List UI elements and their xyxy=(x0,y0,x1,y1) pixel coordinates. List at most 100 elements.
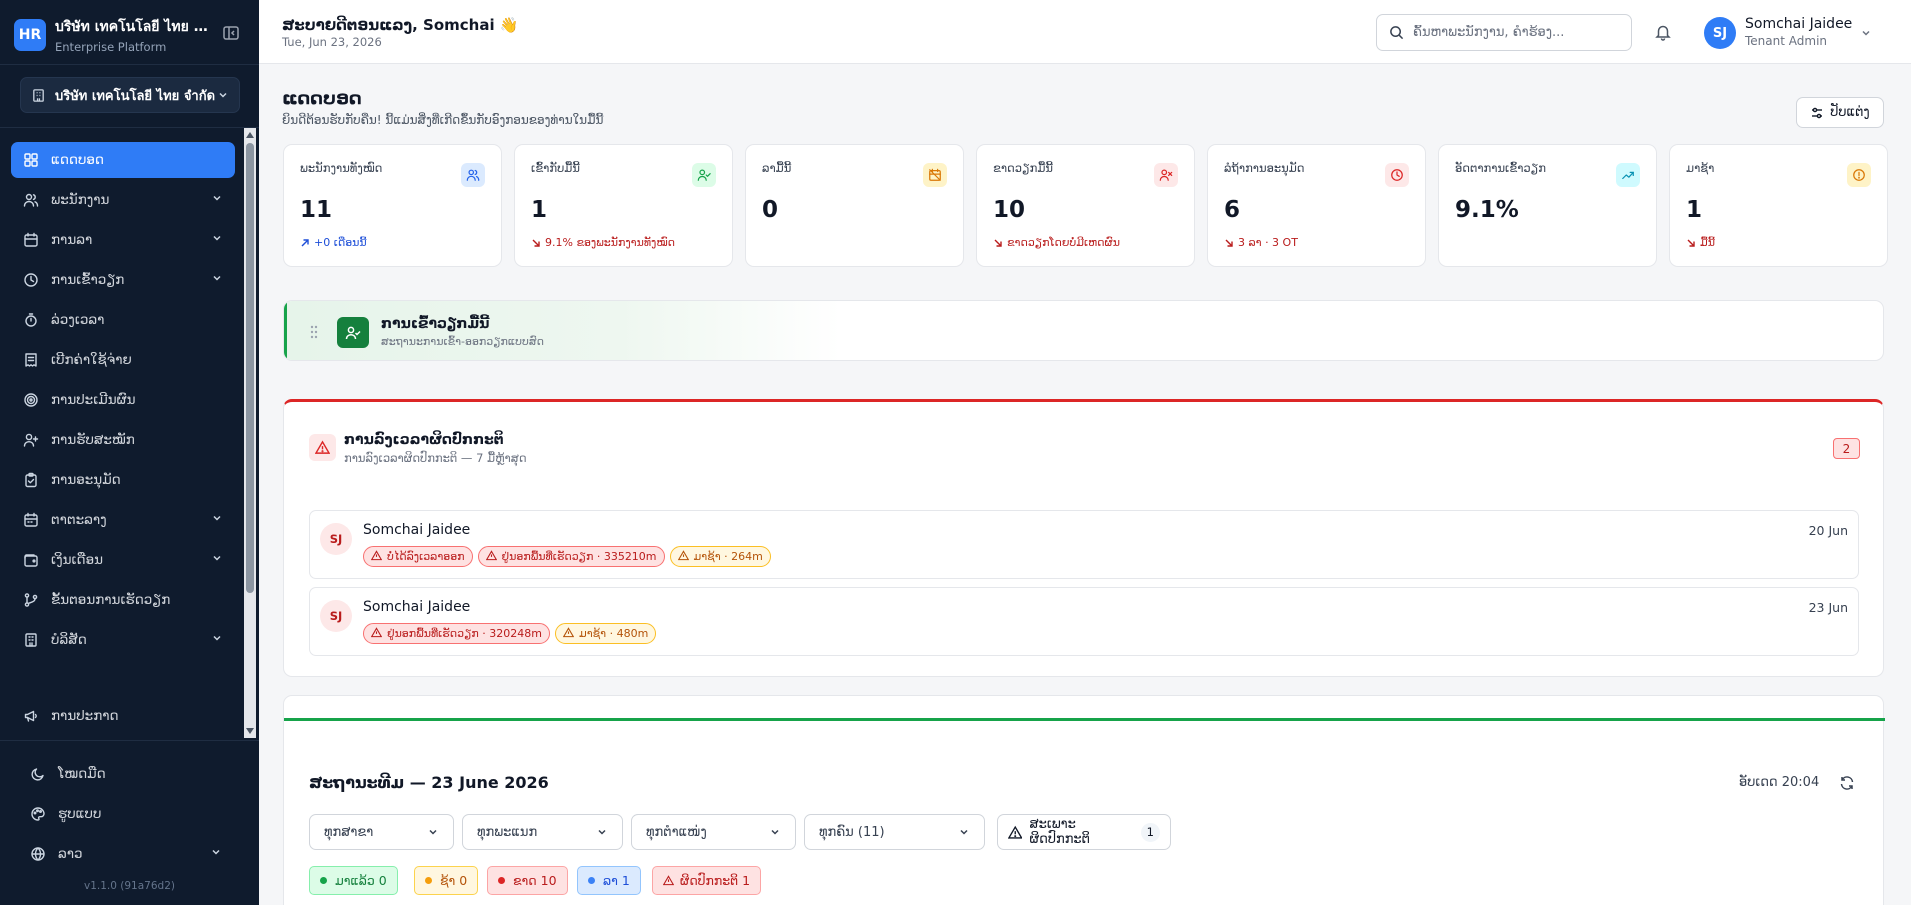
card-title: ການເຂົ້າວຽກມື້ນີ້ xyxy=(381,316,490,332)
anomaly-date: 20 Jun xyxy=(1808,523,1848,538)
filter-select[interactable]: ທຸກພະແນກ xyxy=(462,814,623,850)
scroll-thumb[interactable] xyxy=(246,143,254,593)
user-check-icon xyxy=(692,163,716,187)
stat-card[interactable]: ຂາດວຽກມື້ນີ້ 10 ຂາດວຽກໂດຍບໍ່ມີເຫດຜົນ xyxy=(976,144,1195,267)
anomaly-date: 23 Jun xyxy=(1808,600,1848,615)
filter-select[interactable]: ທຸກຄົນ (11) xyxy=(804,814,985,850)
today-attendance-card[interactable]: ການເຂົ້າວຽກມື້ນີ້ ສະຖານະການເຂົ້າ-ອອກວຽກແ… xyxy=(283,300,1884,361)
brand-subtitle: Enterprise Platform xyxy=(55,40,167,54)
sidebar-item-label: ເງິນເດືອນ xyxy=(51,552,104,568)
alert-triangle-icon xyxy=(663,875,674,886)
sidebar-item[interactable]: ພະນັກງານ xyxy=(11,182,235,218)
status-dot xyxy=(588,877,595,884)
calendar-off-icon xyxy=(923,163,947,187)
user-x-icon xyxy=(1154,163,1178,187)
brand[interactable]: HR บริษัท เทคโนโลยี ไทย จำกัด Enterprise… xyxy=(14,16,244,54)
sidebar-bottom-item[interactable]: ລາວ xyxy=(18,836,234,872)
sidebar-scrollbar[interactable] xyxy=(244,128,256,738)
arrow-down-right-icon xyxy=(532,239,540,247)
status-filter-chip[interactable]: ລາ 1 xyxy=(577,866,641,895)
sidebar-bottom-item[interactable]: ຮູບແບບ xyxy=(18,796,234,832)
sidebar-item[interactable]: ການປະກາດ xyxy=(11,698,235,734)
customize-button[interactable]: ປັບແຕ່ງ xyxy=(1796,97,1884,128)
sidebar-item-label: ເບີກຄ່າໃຊ້ຈ່າຍ xyxy=(51,352,132,368)
stat-card[interactable]: ລາມື້ນີ້ 0 xyxy=(745,144,964,267)
stat-label: ຂາດວຽກມື້ນີ້ xyxy=(993,161,1054,175)
workflow-icon xyxy=(23,592,39,608)
user-avatar[interactable]: SJ xyxy=(1704,17,1736,49)
users-icon xyxy=(461,163,485,187)
status-filter-chip[interactable]: ຊ້າ 0 xyxy=(414,866,479,895)
status-filter-chip[interactable]: ຂາດ 10 xyxy=(487,866,568,895)
drag-handle-icon[interactable] xyxy=(309,324,319,340)
sidebar-item[interactable]: ການອະນຸມັດ xyxy=(11,462,235,498)
sidebar-item[interactable]: ບໍລິສັດ xyxy=(11,622,235,658)
sidebar-item[interactable]: ເງິນເດືອນ xyxy=(11,542,235,578)
stat-card[interactable]: ເຂົ້າກັບມື້ນີ້ 1 9.1% ຂອງພະນັກງານທັງໝົດ xyxy=(514,144,733,267)
alert-triangle-icon xyxy=(309,434,336,461)
stat-value: 0 xyxy=(762,197,779,223)
greeting: ສະບາຍດີຕອນແລງ, Somchai 👋 xyxy=(282,16,519,34)
attendance-anomalies-card: ການລົງເວລາຜິດປົກກະຕິ ການລົງເວລາຜິດປົກກະຕ… xyxy=(283,399,1884,677)
app-version: v1.1.0 (91a76d2) xyxy=(84,880,175,892)
search-input[interactable] xyxy=(1413,25,1613,40)
sidebar-item[interactable]: ລ່ວງເວລາ xyxy=(11,302,235,338)
sidebar-item[interactable]: ການປະເມີນຜົນ xyxy=(11,382,235,418)
sidebar-item[interactable]: ການຮັບສະໝັກ xyxy=(11,422,235,458)
stat-card[interactable]: ມາຊ້າ 1 ມື້ນີ້ xyxy=(1669,144,1888,267)
sidebar-item-label: ການປະກາດ xyxy=(51,708,119,724)
receipt-icon xyxy=(23,352,39,368)
chip-label: ຂາດ 10 xyxy=(513,873,557,888)
sidebar-item-label: ການລາ xyxy=(51,232,93,248)
stat-note: 3 ລາ · 3 OT xyxy=(1224,236,1298,249)
status-filter-chip[interactable]: ຜິດປົກກະຕິ 1 xyxy=(652,866,762,895)
stat-note: 9.1% ຂອງພະນັກງານທັງໝົດ xyxy=(531,236,675,249)
tenant-name: บริษัท เทคโนโลยี ไทย จำกัด xyxy=(55,88,216,104)
anomaly-badge: ຢູ່ນອກພື້ນທີ່ເຮັດວຽກ · 335210m xyxy=(477,546,665,567)
anomaly-row[interactable]: SJ Somchai Jaidee 20 Jun ບໍ່ໄດ້ລົງເວລາອອ… xyxy=(309,510,1859,579)
alert-triangle-icon xyxy=(370,626,387,641)
refresh-icon[interactable] xyxy=(1839,775,1855,791)
alert-triangle-icon xyxy=(485,549,502,564)
scroll-down-arrow[interactable] xyxy=(246,728,254,734)
sidebar-item-label: ພະນັກງານ xyxy=(51,192,110,208)
sidebar-item[interactable]: ການລາ xyxy=(11,222,235,258)
tenant-select[interactable]: บริษัท เทคโนโลยี ไทย จำกัด xyxy=(20,77,240,113)
sidebar-item[interactable]: ຕາຕະລາງ xyxy=(11,502,235,538)
chevron-down-icon[interactable] xyxy=(1860,27,1872,39)
sidebar-item[interactable]: ແດດບອດ xyxy=(11,142,235,178)
palette-icon xyxy=(30,806,46,822)
timer-icon xyxy=(23,312,39,328)
avatar: SJ xyxy=(320,600,352,632)
sidebar-collapse-icon[interactable] xyxy=(222,24,240,42)
sidebar-item-label: ການເຂົ້າວຽກ xyxy=(51,272,125,288)
status-filter-chip[interactable]: ມາແລ້ວ 0 xyxy=(309,866,398,895)
search-box[interactable] xyxy=(1376,14,1632,51)
user-name[interactable]: Somchai Jaidee xyxy=(1745,16,1853,32)
stat-value: 1 xyxy=(531,197,548,223)
stat-card[interactable]: ລໍຖ້າການອະນຸມັດ 6 3 ລາ · 3 OT xyxy=(1207,144,1426,267)
sidebar-item[interactable]: ເບີກຄ່າໃຊ້ຈ່າຍ xyxy=(11,342,235,378)
user-role: Tenant Admin xyxy=(1745,34,1828,48)
bell-icon[interactable] xyxy=(1654,23,1672,41)
globe-icon xyxy=(30,846,46,862)
user-plus-icon xyxy=(23,432,39,448)
arrow-up-right-icon xyxy=(301,238,309,246)
filter-select[interactable]: ທຸກສາຂາ xyxy=(309,814,454,850)
sidebar-item-label: ຮູບແບບ xyxy=(58,806,102,822)
anomaly-badge: ຢູ່ນອກພື້ນທີ່ເຮັດວຽກ · 320248m xyxy=(363,623,550,644)
anomaly-row[interactable]: SJ Somchai Jaidee 23 Jun ຢູ່ນອກພື້ນທີ່ເຮ… xyxy=(309,587,1859,656)
scroll-up-arrow[interactable] xyxy=(246,132,254,138)
stat-card[interactable]: ອັດຕາການເຂົ້າວຽກ 9.1% xyxy=(1438,144,1657,267)
stat-note-text: +0 ເດືອນນີ້ xyxy=(314,236,367,249)
filter-select[interactable]: ທຸກຕໍາແໜ່ງ xyxy=(631,814,796,850)
sidebar-bottom-item[interactable]: ໂໝດມືດ xyxy=(18,756,234,792)
sidebar-item[interactable]: ການເຂົ້າວຽກ xyxy=(11,262,235,298)
chevron-down-icon xyxy=(771,829,779,835)
stat-card[interactable]: ພະນັກງານທັງໝົດ 11 +0 ເດືອນນີ້ xyxy=(283,144,502,267)
stat-note-text: ຂາດວຽກໂດຍບໍ່ມີເຫດຜົນ xyxy=(1007,236,1120,249)
chevron-down-icon xyxy=(429,829,437,835)
sidebar-item[interactable]: ຂັ້ນຕອນການເຮັດວຽກ xyxy=(11,582,235,618)
clipboard-check-icon xyxy=(23,472,39,488)
only-anomalies-toggle[interactable]: ສະເພາະຜິດປົກກະຕິ 1 xyxy=(997,814,1171,850)
